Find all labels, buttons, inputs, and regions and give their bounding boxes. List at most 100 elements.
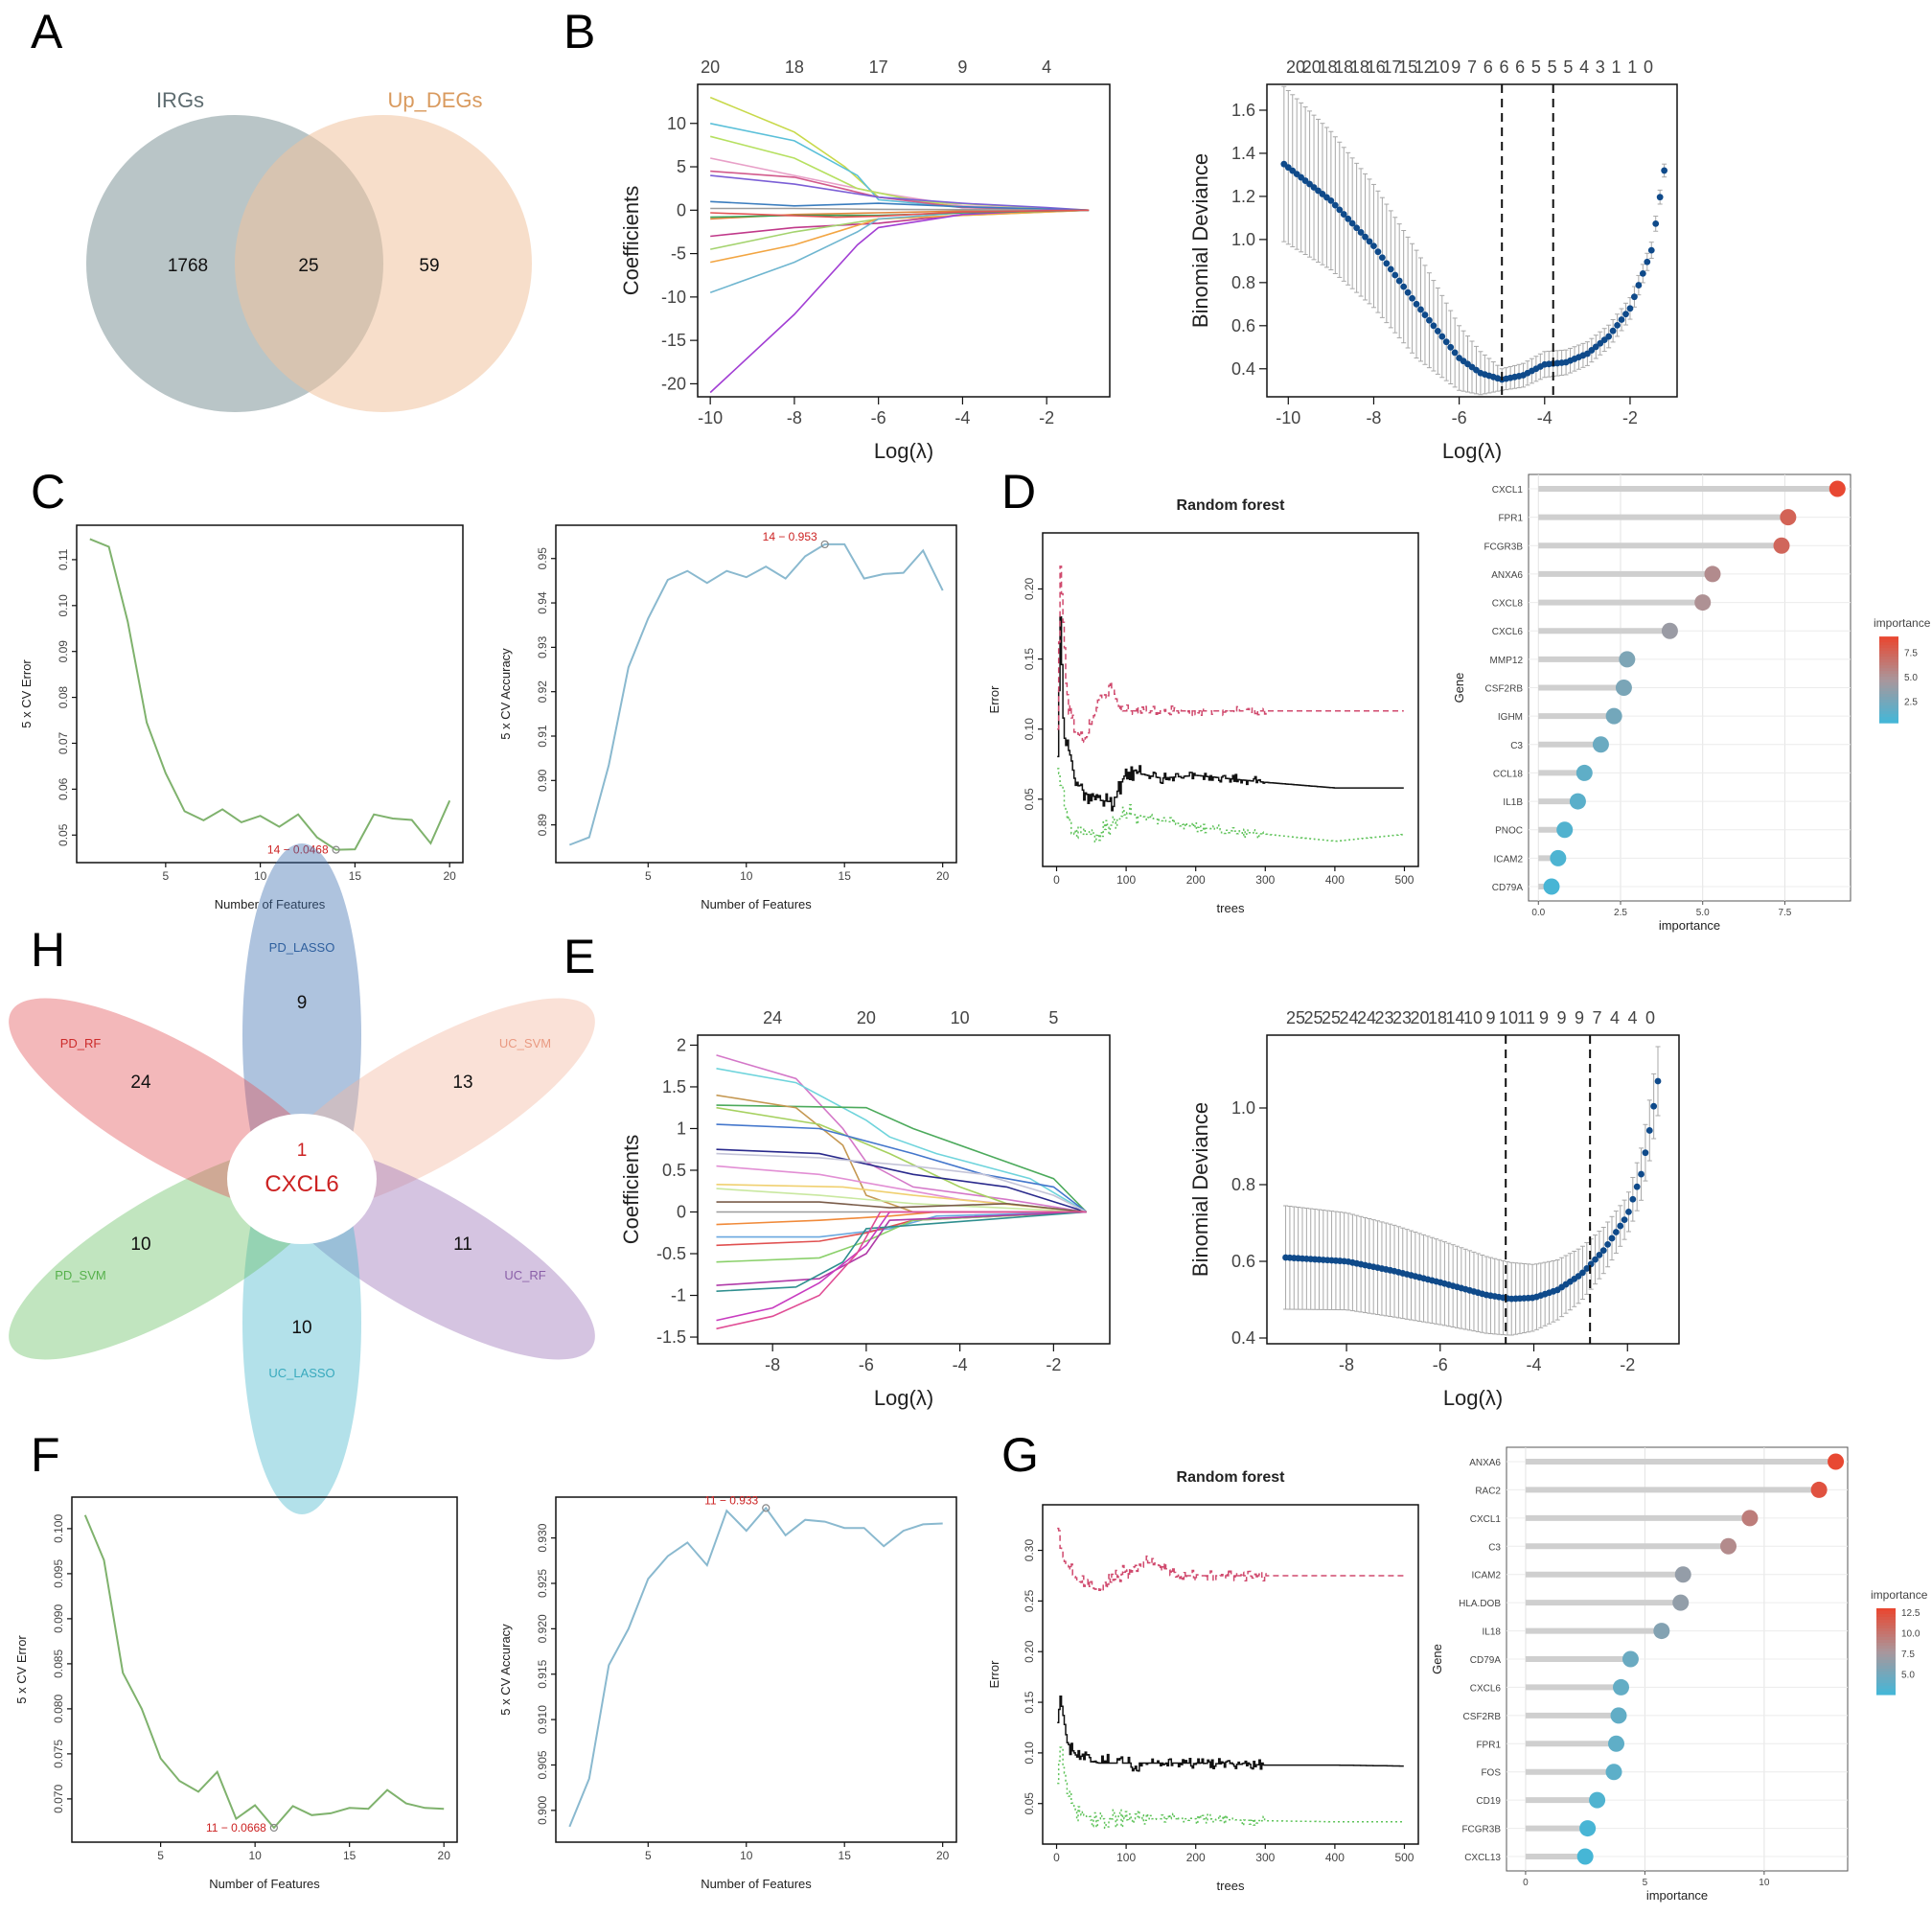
deviance-point — [1331, 201, 1339, 209]
x-tick-label: 500 — [1394, 873, 1414, 887]
x-tick-label: 5 — [645, 869, 652, 883]
x-tick-label: -6 — [1433, 1355, 1448, 1374]
deviance-point — [1336, 206, 1344, 214]
deviance-point — [1656, 194, 1664, 201]
x-tick-label: 20 — [443, 869, 456, 883]
deviance-point — [1413, 300, 1420, 308]
y-axis-label: Coefficients — [619, 186, 643, 296]
x-tick-label: -2 — [1620, 1355, 1635, 1374]
deviance-point — [1642, 1149, 1649, 1157]
top-axis-label: 20 — [1410, 1008, 1429, 1027]
top-axis-label: 4 — [1627, 1008, 1637, 1027]
y-axis-label: Gene — [1452, 673, 1466, 704]
legend-color-step — [1876, 1639, 1896, 1644]
deviance-point — [1631, 293, 1638, 301]
y-tick-label: 0.10 — [1023, 1742, 1036, 1765]
legend-color-step — [1879, 682, 1898, 686]
plot-frame — [71, 1496, 458, 1843]
y-tick-label: 0.90 — [536, 769, 549, 792]
top-axis-label: 24 — [1357, 1008, 1376, 1027]
legend-color-step — [1876, 1682, 1896, 1687]
importance-dot — [1810, 1481, 1828, 1498]
y-tick-label: 0.05 — [1023, 1792, 1036, 1815]
top-axis-label: 7 — [1592, 1008, 1601, 1027]
y-tick-label: 0.905 — [536, 1750, 549, 1779]
y-tick-label: 0.5 — [662, 1161, 686, 1180]
venn-label-irgs: IRGs — [156, 88, 204, 112]
legend-tick-label: 5.0 — [1904, 673, 1918, 683]
legend-color-step — [1876, 1673, 1896, 1678]
deviance-point — [1592, 1256, 1598, 1263]
gene-label: IL1B — [1503, 797, 1523, 808]
deviance-point — [1644, 258, 1651, 265]
x-tick-label: -2 — [1046, 1355, 1061, 1374]
legend-color-step — [1876, 1679, 1896, 1684]
x-tick-label: 10 — [1759, 1878, 1770, 1888]
legend-color-step — [1876, 1627, 1896, 1632]
gene-label: FPR1 — [1476, 1740, 1501, 1750]
top-axis-label: 20 — [857, 1008, 876, 1027]
gene-label: RAC2 — [1475, 1486, 1501, 1496]
x-tick-label: 15 — [343, 1849, 356, 1862]
top-axis-label: 16 — [1367, 58, 1386, 77]
top-axis-label: 14 — [1445, 1008, 1464, 1027]
importance-dot — [1576, 1848, 1594, 1865]
deviance-point — [1370, 242, 1377, 250]
y-axis-label: Error — [987, 685, 1001, 714]
deviance-point — [1438, 333, 1446, 340]
x-tick-label: -4 — [953, 1355, 968, 1374]
gene-label: CXCL13 — [1464, 1853, 1501, 1863]
deviance-point — [1392, 271, 1399, 279]
legend-color-step — [1879, 659, 1898, 663]
x-tick-label: 0 — [1053, 873, 1060, 887]
y-tick-label: 0.910 — [536, 1705, 549, 1734]
legend-color-step — [1876, 1662, 1896, 1667]
top-axis-label: 10 — [1431, 58, 1450, 77]
importance-dot — [1615, 680, 1632, 696]
legend-color-step — [1879, 705, 1898, 709]
y-tick-label: 1.5 — [662, 1077, 686, 1096]
x-tick-label: -10 — [1276, 408, 1300, 427]
importance-dot — [1589, 1791, 1606, 1809]
legend-color-step — [1879, 639, 1898, 643]
gene-label: FCGR3B — [1461, 1825, 1501, 1835]
x-tick-label: 0.0 — [1531, 908, 1545, 918]
panel-label-h: H — [31, 923, 65, 977]
gene-label: CSF2RB — [1463, 1712, 1502, 1722]
legend-tick-label: 7.5 — [1901, 1650, 1915, 1660]
y-tick-label: 0.25 — [1023, 1589, 1036, 1612]
deviance-point — [1614, 321, 1621, 329]
importance-dot — [1608, 1735, 1625, 1752]
top-axis-label: 25 — [1322, 1008, 1341, 1027]
legend-color-step — [1879, 714, 1898, 718]
deviance-point — [1362, 233, 1368, 241]
optimal-point-label: 14 − 0.0468 — [267, 843, 329, 857]
set-label-pd-lasso: PD_LASSO — [269, 940, 335, 955]
importance-dot — [1556, 821, 1574, 839]
x-tick-label: 5 — [157, 1849, 164, 1862]
y-tick-label: 0.4 — [1231, 1328, 1255, 1348]
x-tick-label: -6 — [1452, 408, 1467, 427]
optimal-point-marker — [332, 845, 340, 854]
top-axis-label: 23 — [1392, 1008, 1412, 1027]
panel-label-f: F — [31, 1428, 60, 1482]
coefficient-path-6 — [716, 1123, 1088, 1213]
top-axis-label: 6 — [1484, 58, 1493, 77]
center-gene: CXCL6 — [264, 1171, 338, 1197]
coefficient-path-15 — [716, 1211, 1087, 1238]
x-tick-label: 200 — [1186, 1851, 1206, 1864]
legend-color-step — [1879, 668, 1898, 672]
importance-dot — [1550, 849, 1567, 866]
x-tick-label: 5 — [1643, 1878, 1648, 1888]
x-tick-label: 100 — [1116, 873, 1136, 887]
top-axis-label: 24 — [763, 1008, 782, 1027]
x-tick-label: 5 — [163, 869, 170, 883]
x-tick-label: -2 — [1622, 408, 1638, 427]
top-axis-label: 25 — [1303, 1008, 1322, 1027]
legend-color-step — [1876, 1622, 1896, 1627]
legend-color-step — [1879, 700, 1898, 704]
importance-dot — [1653, 1623, 1670, 1640]
deviance-point — [1400, 283, 1408, 290]
deviance-point — [1387, 265, 1394, 273]
